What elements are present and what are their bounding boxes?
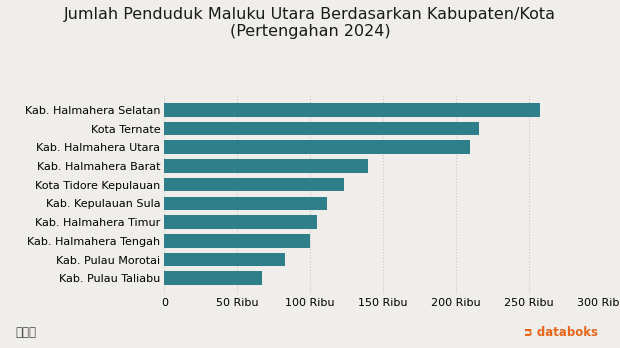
Bar	[164, 253, 285, 266]
Bar	[164, 215, 317, 229]
Bar	[164, 271, 262, 285]
Text: Jumlah Penduduk Maluku Utara Berdasarkan Kabupaten/Kota
(Pertengahan 2024): Jumlah Penduduk Maluku Utara Berdasarkan…	[64, 7, 556, 39]
Bar	[164, 197, 327, 210]
Bar	[164, 103, 540, 117]
Text: ᴝ databoks: ᴝ databoks	[525, 326, 598, 339]
Bar	[164, 159, 368, 173]
Bar	[164, 178, 343, 191]
Bar	[164, 122, 479, 135]
Text: ⓒⒻⓈ: ⓒⒻⓈ	[16, 326, 37, 339]
Bar	[164, 234, 310, 247]
Bar	[164, 141, 470, 154]
